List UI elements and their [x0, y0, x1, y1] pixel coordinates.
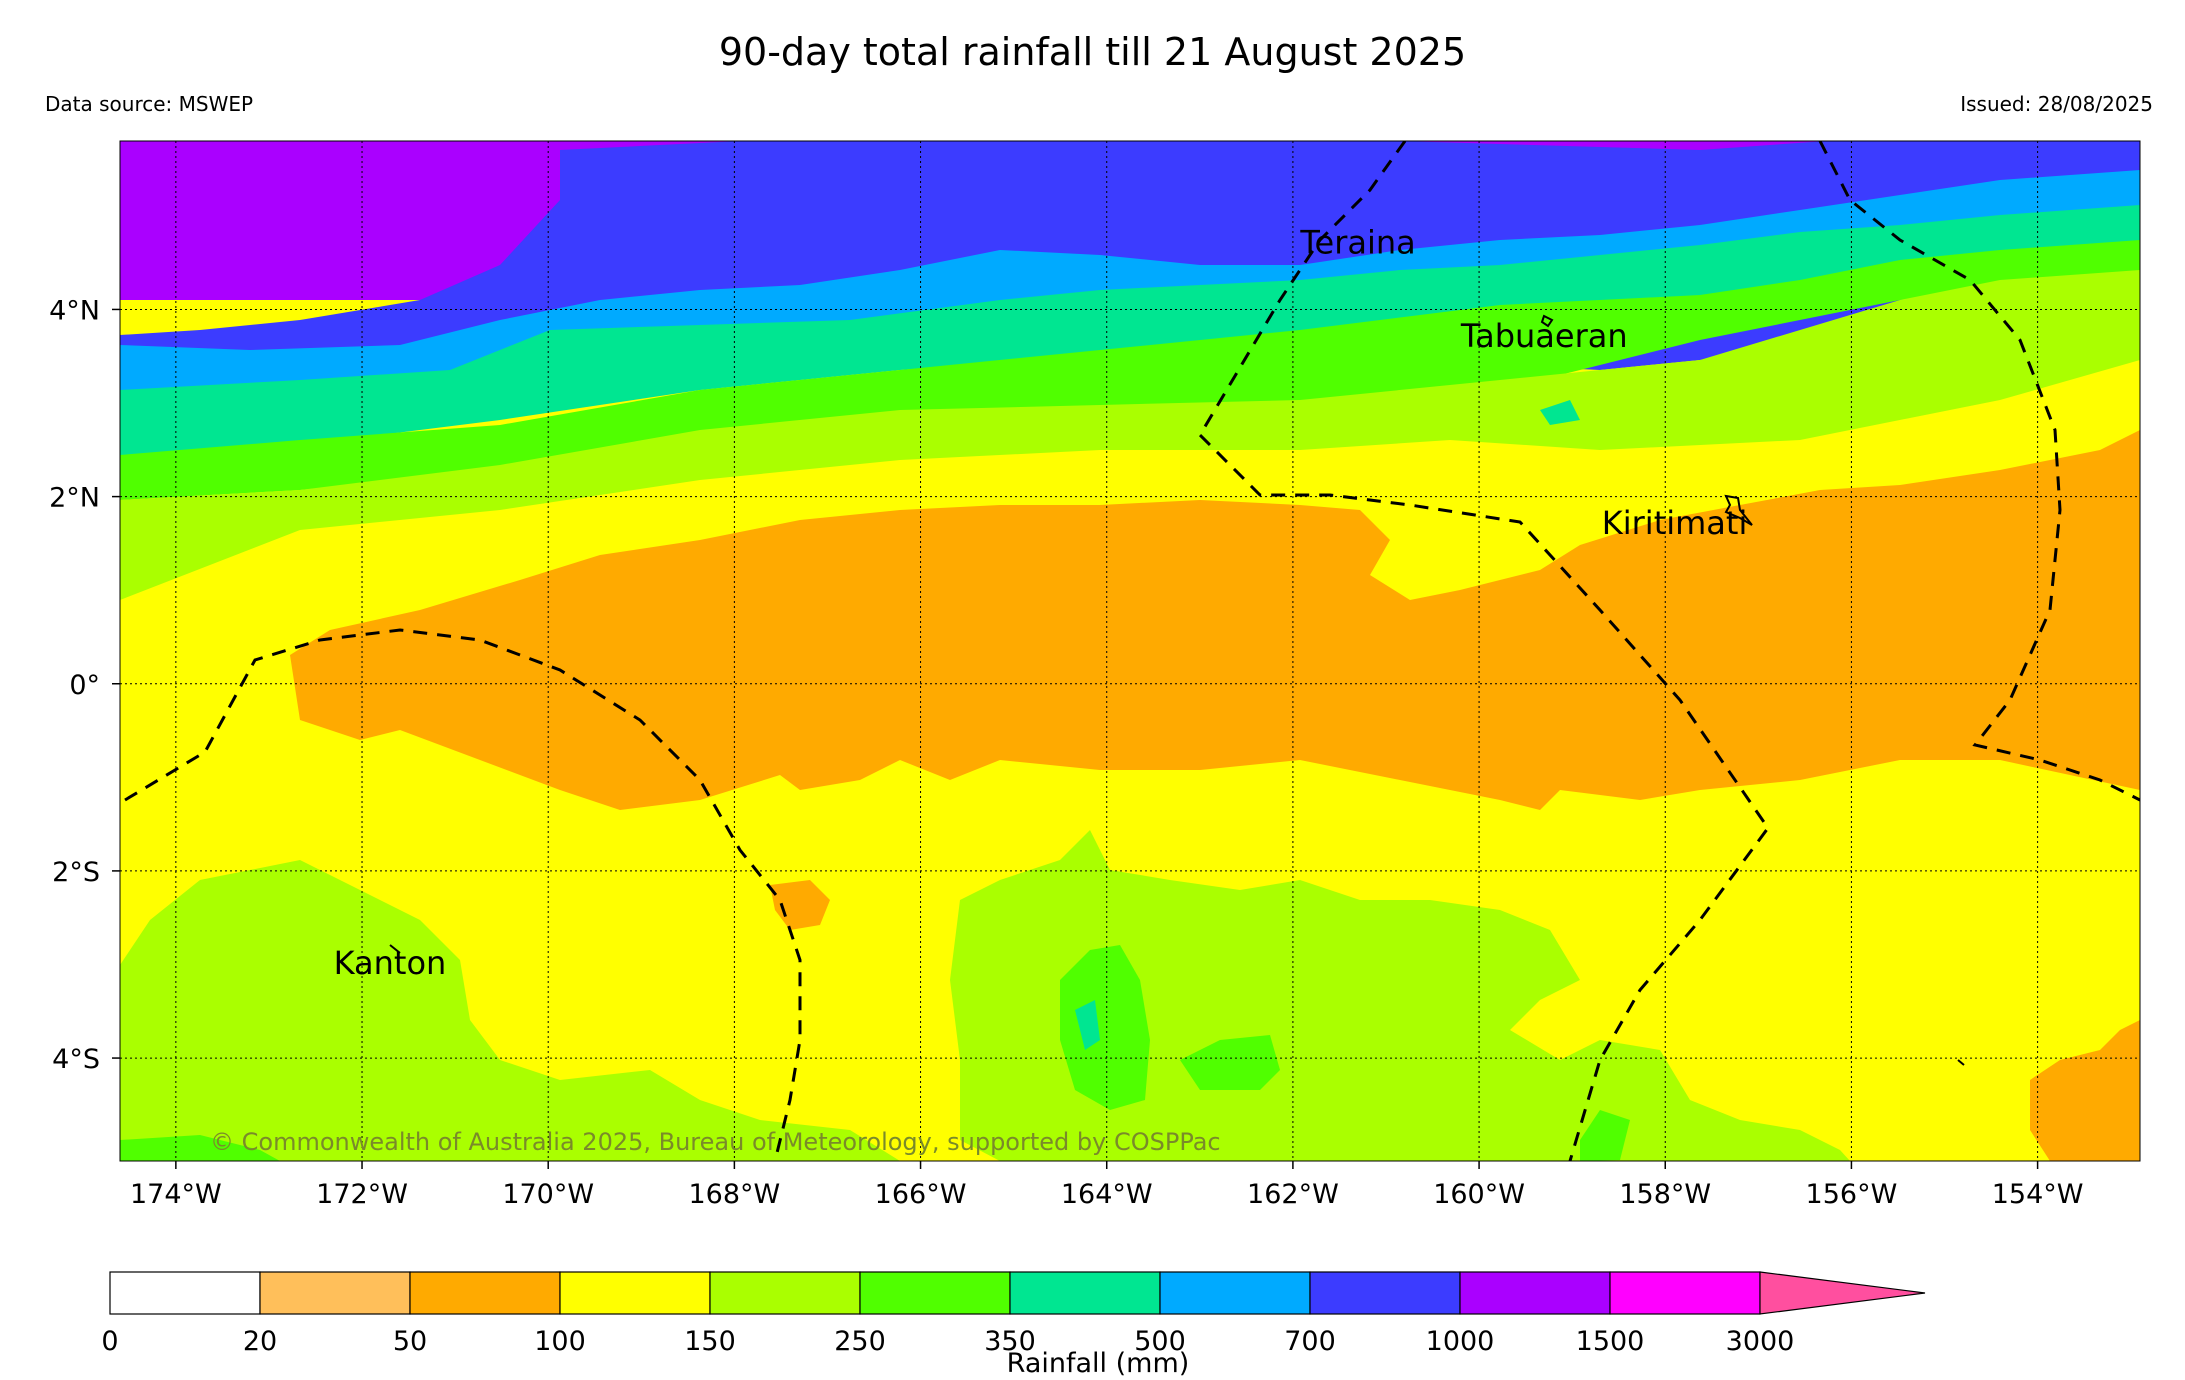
- legend-swatch: [1609, 1271, 1761, 1315]
- lon-tick-label: 174°W: [130, 1179, 222, 1210]
- legend-tick-label: 700: [1284, 1326, 1336, 1357]
- map-title: 90-day total rainfall till 21 August 202…: [718, 30, 1467, 74]
- legend-tick-label: 0: [101, 1326, 118, 1357]
- legend-tick-label: 50: [393, 1326, 427, 1357]
- legend-tick-label: 20: [243, 1326, 277, 1357]
- graticule: [112, 141, 2140, 1169]
- legend-tick-label: 1000: [1426, 1326, 1495, 1357]
- longitude-tick-labels: 174°W 172°W 170°W 168°W 166°W 164°W 162°W 160°W…: [130, 1179, 2083, 1210]
- legend-tick-label: 1500: [1576, 1326, 1645, 1357]
- legend-tick-label: 3000: [1726, 1326, 1795, 1357]
- legend-tick-label: 500: [1134, 1326, 1186, 1357]
- rainfall-fill: [120, 141, 2140, 1161]
- lon-tick-label: 160°W: [1433, 1179, 1525, 1210]
- legend-swatch: [1459, 1271, 1611, 1315]
- legend-swatch: [559, 1271, 711, 1315]
- issued-date: Issued: 28/08/2025: [1960, 92, 2153, 116]
- lat-tick-label: 4°S: [52, 1044, 100, 1075]
- maritime-boundary: [124, 141, 2140, 1161]
- lat-tick-label: 0°: [69, 670, 100, 701]
- place-label: Kanton: [334, 944, 447, 982]
- legend-swatch: [409, 1271, 561, 1315]
- place-labels: Teraina Tabuaeran Kiritimati Kanton: [334, 223, 1748, 982]
- legend-swatch: [1159, 1271, 1311, 1315]
- lon-tick-label: 162°W: [1247, 1179, 1339, 1210]
- place-label: Kiritimati: [1602, 504, 1748, 542]
- legend-swatch: [709, 1271, 861, 1315]
- legend-title: Rainfall (mm): [1007, 1348, 1190, 1379]
- colorbar-legend: 0 20 50 100 150 250 350 500 700 1000 1500 3000: [101, 1271, 1926, 1357]
- legend-overflow-arrow: [1759, 1271, 1926, 1315]
- legend-tick-label: 150: [684, 1326, 736, 1357]
- legend-swatch: [1009, 1271, 1161, 1315]
- place-label: Teraina: [1299, 223, 1415, 261]
- legend-swatch: [259, 1271, 411, 1315]
- legend-tick-label: 100: [534, 1326, 586, 1357]
- data-source: Data source: MSWEP: [45, 92, 254, 116]
- legend-tick-label: 250: [834, 1326, 886, 1357]
- lon-tick-label: 172°W: [316, 1179, 408, 1210]
- lat-tick-label: 4°N: [49, 295, 100, 326]
- latitude-tick-labels: 4°N 2°N 0° 2°S 4°S: [49, 295, 100, 1075]
- island-outlines: [389, 314, 1965, 1066]
- lon-tick-label: 170°W: [502, 1179, 594, 1210]
- legend-swatch: [859, 1271, 1011, 1315]
- legend-swatch: [109, 1271, 261, 1315]
- map-frame: [119, 140, 2141, 1162]
- lat-tick-label: 2°N: [49, 483, 100, 514]
- lon-tick-label: 166°W: [875, 1179, 967, 1210]
- copyright-notice: © Commonwealth of Australia 2025, Bureau…: [210, 1128, 1221, 1156]
- legend-swatch: [1309, 1271, 1461, 1315]
- legend-tick-label: 350: [984, 1326, 1036, 1357]
- lon-tick-label: 154°W: [1992, 1179, 2084, 1210]
- lon-tick-label: 156°W: [1806, 1179, 1898, 1210]
- lat-tick-label: 2°S: [52, 857, 100, 888]
- lon-tick-label: 158°W: [1619, 1179, 1711, 1210]
- lon-tick-label: 168°W: [689, 1179, 781, 1210]
- place-label: Tabuaeran: [1460, 317, 1628, 355]
- lon-tick-label: 164°W: [1061, 1179, 1153, 1210]
